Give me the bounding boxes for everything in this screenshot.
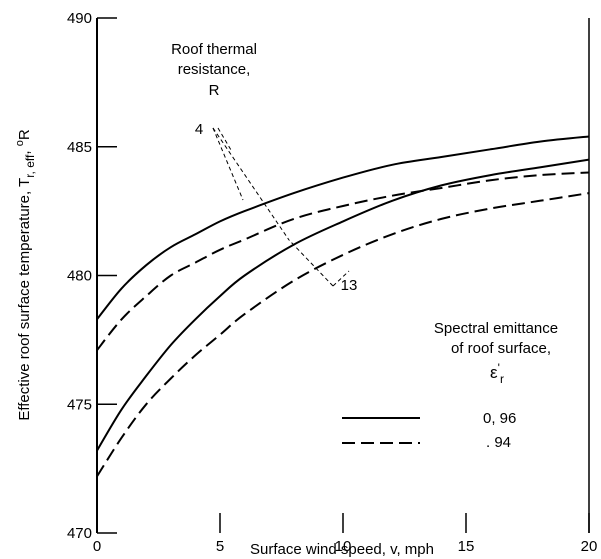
x-tick-label: 20: [581, 538, 598, 555]
y-tick-label: 480: [67, 268, 92, 285]
series-line-R4-e096: [96, 135, 590, 320]
r-value-13-label: 13: [341, 277, 358, 294]
leader-4-to-upper-dashed: [212, 127, 244, 201]
series-line-R4-e094: [96, 171, 590, 351]
series-line-R13-e096: [96, 158, 590, 452]
r-value-4-label: 4: [195, 121, 203, 138]
x-tick-label: 10: [335, 538, 352, 555]
x-tick-label: 5: [216, 538, 224, 555]
y-tick-label: 485: [67, 139, 92, 156]
y-axis-title-main: Effective roof surface temperature, T: [16, 178, 33, 421]
y-axis-title-sub: r, eff: [23, 154, 37, 178]
legend-symbol-sub: r: [500, 372, 504, 386]
y-ticks: 470 475 480 485 490: [67, 10, 117, 542]
y-axis-title-unit: R: [16, 129, 33, 140]
legend-symbol-epsilon: ε: [490, 363, 498, 382]
y-tick-label: 490: [67, 10, 92, 27]
leader-lines: [212, 127, 350, 287]
y-axis-title: Effective roof surface temperature, Tr, …: [14, 129, 37, 421]
r-title-line3: R: [209, 82, 220, 99]
y-tick-label: 475: [67, 396, 92, 413]
series-line-R13-e094: [96, 192, 590, 477]
y-axis-title-unit-sup: o: [14, 140, 26, 146]
legend-title-line1: Spectral emittance: [434, 320, 558, 337]
r-title-line1: Roof thermal: [171, 41, 257, 58]
legend-dashed-label: . 94: [486, 434, 511, 451]
r-title-line2: resistance,: [178, 61, 251, 78]
legend-symbol-prime: ': [498, 361, 500, 375]
leader-4-to-upper-solid: [217, 127, 232, 151]
y-tick-label: 470: [67, 525, 92, 542]
legend-symbol: ε'r: [490, 361, 504, 386]
series-group: [96, 135, 590, 477]
leader-13-to-lower: [332, 270, 350, 287]
legend-solid-label: 0, 96: [483, 410, 516, 427]
x-axis-title: Surface wind speed, v, mph: [250, 541, 434, 558]
x-ticks: 0 5 10 15 20: [93, 513, 598, 555]
leader-13-to-upper: [288, 239, 334, 287]
y-axis-title-comma: ,: [16, 146, 33, 154]
x-tick-label: 15: [458, 538, 475, 555]
legend-title-line2: of roof surface,: [451, 340, 551, 357]
x-tick-label: 0: [93, 538, 101, 555]
leader-4-to-lower-solid: [212, 127, 290, 241]
